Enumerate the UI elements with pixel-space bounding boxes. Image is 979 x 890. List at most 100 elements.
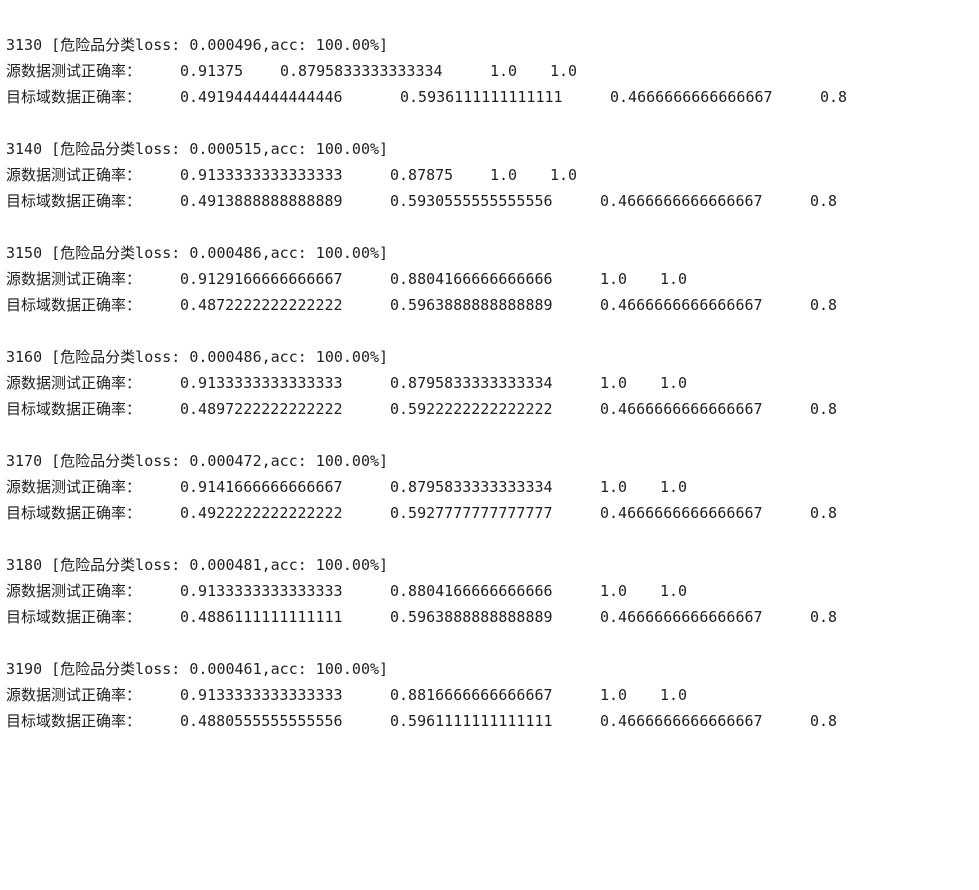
source-value-1: 0.9141666666666667 <box>180 478 343 496</box>
epoch-header: 3150 [危险品分类loss: 0.000486,acc: 100.00%] <box>6 240 388 266</box>
source-accuracy-row: 源数据测试正确率： 0.9133333333333333 0.881666666… <box>6 682 687 708</box>
target-accuracy-row: 目标域数据正确率： 0.4919444444444446 0.593611111… <box>6 84 847 110</box>
target-value-1: 0.4880555555555556 <box>180 712 343 730</box>
source-value-1: 0.9133333333333333 <box>180 374 343 392</box>
target-value-2: 0.5930555555555556 <box>390 192 553 210</box>
source-value-1: 0.91375 <box>180 62 244 80</box>
target-accuracy-row: 目标域数据正确率： 0.4872222222222222 0.596388888… <box>6 292 837 318</box>
target-accuracy-row: 目标域数据正确率： 0.4886111111111111 0.596388888… <box>6 604 837 630</box>
epoch-block: 3190 [危险品分类loss: 0.000461,acc: 100.00%] … <box>6 656 837 734</box>
source-value-4: 1.0 <box>660 582 688 600</box>
target-accuracy-label: 目标域数据正确率： <box>6 504 142 522</box>
target-value-1: 0.4872222222222222 <box>180 296 343 314</box>
target-value-2: 0.5922222222222222 <box>390 400 553 418</box>
source-accuracy-row: 源数据测试正确率： 0.9133333333333333 0.880416666… <box>6 578 687 604</box>
epoch-header: 3140 [危险品分类loss: 0.000515,acc: 100.00%] <box>6 136 388 162</box>
target-value-2: 0.5961111111111111 <box>390 712 553 730</box>
target-accuracy-label: 目标域数据正确率： <box>6 712 142 730</box>
source-accuracy-label: 源数据测试正确率： <box>6 582 142 600</box>
target-accuracy-label: 目标域数据正确率： <box>6 400 142 418</box>
target-value-2: 0.5936111111111111 <box>400 88 563 106</box>
source-accuracy-label: 源数据测试正确率： <box>6 62 142 80</box>
source-accuracy-label: 源数据测试正确率： <box>6 166 142 184</box>
target-value-3: 0.4666666666666667 <box>610 88 773 106</box>
target-value-1: 0.4886111111111111 <box>180 608 343 626</box>
source-accuracy-label: 源数据测试正确率： <box>6 478 142 496</box>
source-value-3: 1.0 <box>490 62 518 80</box>
source-value-3: 1.0 <box>600 686 628 704</box>
source-value-1: 0.9133333333333333 <box>180 686 343 704</box>
target-value-3: 0.4666666666666667 <box>600 608 763 626</box>
source-value-4: 1.0 <box>550 166 578 184</box>
source-accuracy-label: 源数据测试正确率： <box>6 686 142 704</box>
source-accuracy-row: 源数据测试正确率： 0.9129166666666667 0.880416666… <box>6 266 687 292</box>
source-accuracy-row: 源数据测试正确率： 0.9133333333333333 0.879583333… <box>6 370 687 396</box>
target-value-4: 0.8 <box>810 608 838 626</box>
target-value-3: 0.4666666666666667 <box>600 296 763 314</box>
epoch-block: 3140 [危险品分类loss: 0.000515,acc: 100.00%] … <box>6 136 837 214</box>
target-value-4: 0.8 <box>810 712 838 730</box>
source-accuracy-row: 源数据测试正确率： 0.9141666666666667 0.879583333… <box>6 474 687 500</box>
epoch-header-text: 3130 [危险品分类loss: 0.000496,acc: 100.00%] <box>6 36 389 54</box>
source-value-1: 0.9133333333333333 <box>180 166 343 184</box>
source-value-4: 1.0 <box>660 686 688 704</box>
target-accuracy-label: 目标域数据正确率： <box>6 192 142 210</box>
source-accuracy-row: 源数据测试正确率： 0.9133333333333333 0.87875 1.0… <box>6 162 577 188</box>
epoch-header-text: 3170 [危险品分类loss: 0.000472,acc: 100.00%] <box>6 452 389 470</box>
epoch-header: 3180 [危险品分类loss: 0.000481,acc: 100.00%] <box>6 552 388 578</box>
source-value-1: 0.9133333333333333 <box>180 582 343 600</box>
epoch-header: 3130 [危险品分类loss: 0.000496,acc: 100.00%] <box>6 32 388 58</box>
target-accuracy-row: 目标域数据正确率： 0.4922222222222222 0.592777777… <box>6 500 837 526</box>
target-accuracy-label: 目标域数据正确率： <box>6 88 142 106</box>
target-value-4: 0.8 <box>820 88 848 106</box>
source-value-2: 0.8795833333333334 <box>280 62 443 80</box>
target-value-3: 0.4666666666666667 <box>600 400 763 418</box>
source-value-4: 1.0 <box>550 62 578 80</box>
source-value-4: 1.0 <box>660 478 688 496</box>
epoch-block: 3180 [危险品分类loss: 0.000481,acc: 100.00%] … <box>6 552 837 630</box>
epoch-header: 3170 [危险品分类loss: 0.000472,acc: 100.00%] <box>6 448 388 474</box>
target-value-3: 0.4666666666666667 <box>600 192 763 210</box>
source-value-3: 1.0 <box>600 270 628 288</box>
target-value-1: 0.4919444444444446 <box>180 88 343 106</box>
epoch-header: 3160 [危险品分类loss: 0.000486,acc: 100.00%] <box>6 344 388 370</box>
target-value-2: 0.5927777777777777 <box>390 504 553 522</box>
source-value-4: 1.0 <box>660 374 688 392</box>
epoch-header: 3190 [危险品分类loss: 0.000461,acc: 100.00%] <box>6 656 388 682</box>
target-accuracy-label: 目标域数据正确率： <box>6 296 142 314</box>
source-value-3: 1.0 <box>600 582 628 600</box>
epoch-header-text: 3150 [危险品分类loss: 0.000486,acc: 100.00%] <box>6 244 389 262</box>
target-accuracy-label: 目标域数据正确率： <box>6 608 142 626</box>
source-value-3: 1.0 <box>600 374 628 392</box>
target-accuracy-row: 目标域数据正确率： 0.4913888888888889 0.593055555… <box>6 188 837 214</box>
source-accuracy-label: 源数据测试正确率： <box>6 270 142 288</box>
epoch-block: 3150 [危险品分类loss: 0.000486,acc: 100.00%] … <box>6 240 837 318</box>
target-accuracy-row: 目标域数据正确率： 0.4897222222222222 0.592222222… <box>6 396 837 422</box>
target-accuracy-row: 目标域数据正确率： 0.4880555555555556 0.596111111… <box>6 708 837 734</box>
source-value-2: 0.8795833333333334 <box>390 374 553 392</box>
source-value-2: 0.87875 <box>390 166 454 184</box>
source-value-2: 0.8795833333333334 <box>390 478 553 496</box>
epoch-block: 3130 [危险品分类loss: 0.000496,acc: 100.00%] … <box>6 32 847 110</box>
epoch-header-text: 3160 [危险品分类loss: 0.000486,acc: 100.00%] <box>6 348 389 366</box>
target-value-4: 0.8 <box>810 296 838 314</box>
source-value-3: 1.0 <box>490 166 518 184</box>
source-value-2: 0.8804166666666666 <box>390 270 553 288</box>
source-value-2: 0.8816666666666667 <box>390 686 553 704</box>
target-value-1: 0.4913888888888889 <box>180 192 343 210</box>
source-value-4: 1.0 <box>660 270 688 288</box>
target-value-2: 0.5963888888888889 <box>390 608 553 626</box>
target-value-4: 0.8 <box>810 192 838 210</box>
target-value-4: 0.8 <box>810 504 838 522</box>
target-value-2: 0.5963888888888889 <box>390 296 553 314</box>
epoch-header-text: 3190 [危险品分类loss: 0.000461,acc: 100.00%] <box>6 660 389 678</box>
target-value-3: 0.4666666666666667 <box>600 504 763 522</box>
source-value-1: 0.9129166666666667 <box>180 270 343 288</box>
epoch-block: 3170 [危险品分类loss: 0.000472,acc: 100.00%] … <box>6 448 837 526</box>
source-accuracy-label: 源数据测试正确率： <box>6 374 142 392</box>
epoch-header-text: 3140 [危险品分类loss: 0.000515,acc: 100.00%] <box>6 140 389 158</box>
target-value-4: 0.8 <box>810 400 838 418</box>
epoch-block: 3160 [危险品分类loss: 0.000486,acc: 100.00%] … <box>6 344 837 422</box>
source-value-2: 0.8804166666666666 <box>390 582 553 600</box>
source-value-3: 1.0 <box>600 478 628 496</box>
